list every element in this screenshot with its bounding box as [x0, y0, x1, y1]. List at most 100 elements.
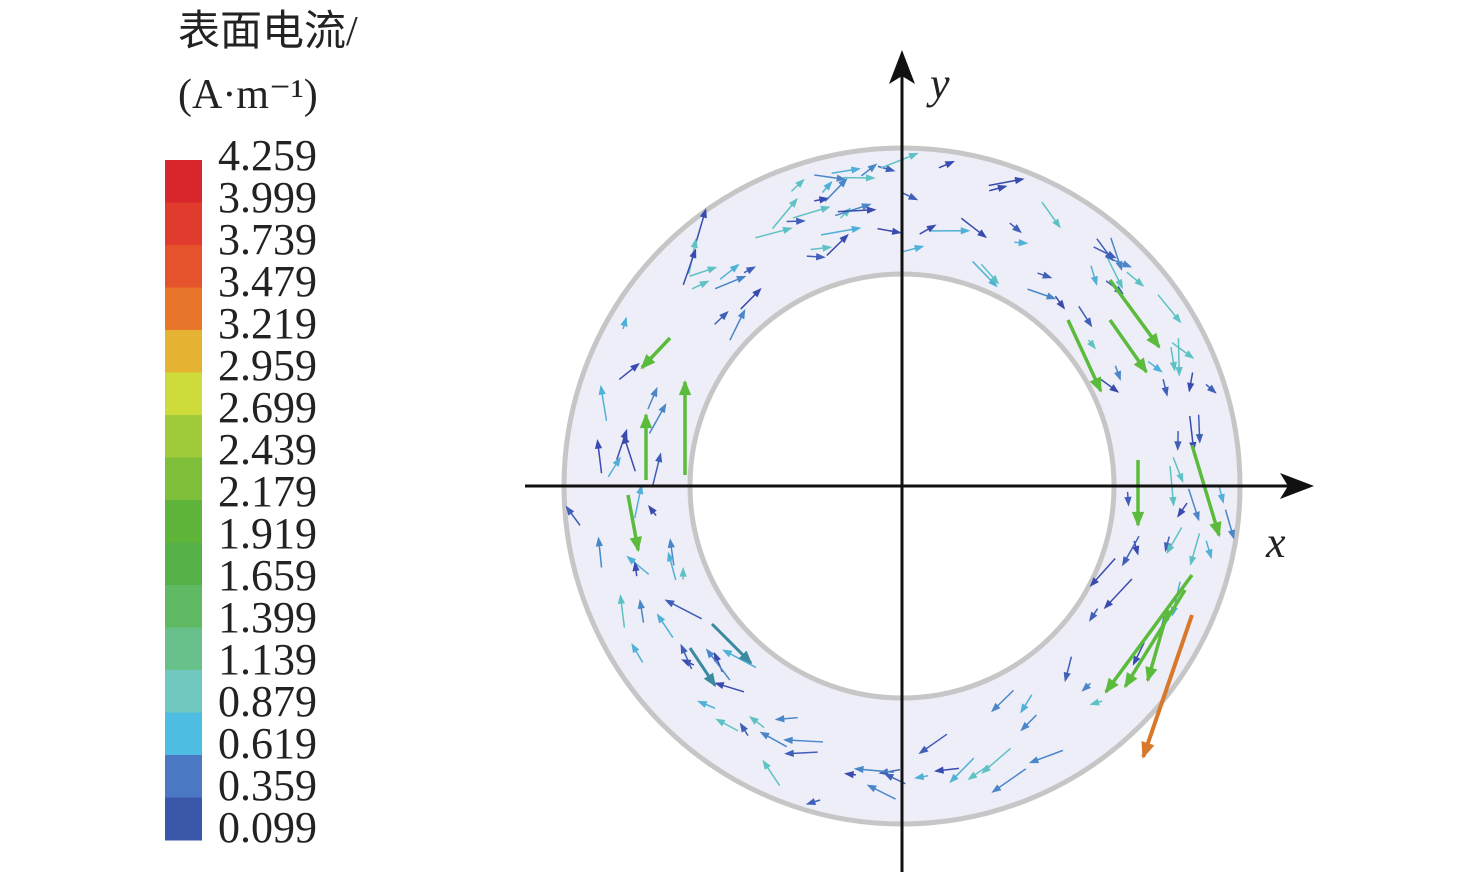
colorbar-label: 0.099: [218, 803, 317, 852]
current-arrowhead: [1087, 339, 1097, 350]
current-arrowhead: [736, 275, 747, 283]
current-arrowhead: [836, 174, 847, 182]
current-arrowhead: [891, 227, 902, 235]
current-arrowhead: [1121, 556, 1130, 567]
current-arrowhead: [1014, 176, 1025, 185]
current-arrowhead: [1177, 507, 1186, 518]
current-arrowhead: [719, 310, 729, 321]
current-arrowhead: [1141, 740, 1155, 759]
current-arrowhead: [1124, 672, 1138, 689]
current-arrowhead: [631, 643, 640, 654]
current-arrowhead: [1169, 361, 1177, 372]
current-arrow: [1123, 589, 1187, 688]
current-arrowhead: [706, 266, 718, 274]
colorbar-segment: [165, 797, 202, 841]
y-arrowhead: [889, 50, 915, 84]
current-arrowhead: [822, 244, 833, 252]
current-arrowhead: [655, 452, 663, 463]
current-arrowhead: [680, 643, 688, 655]
current-arrowhead: [865, 174, 876, 182]
colorbar-segment: [165, 160, 202, 203]
current-arrowhead: [1205, 548, 1213, 560]
current-arrowhead: [697, 700, 708, 708]
legend-unit: (A·m⁻¹): [178, 72, 318, 118]
colorbar-segment: [165, 712, 202, 756]
current-arrowhead: [990, 702, 1001, 713]
y-label: y: [926, 59, 950, 108]
current-arrowhead: [839, 233, 849, 244]
current-arrowhead: [914, 244, 925, 253]
current-arrowhead: [737, 308, 746, 320]
colorbar-label: 3.999: [218, 173, 317, 222]
current-arrowhead: [1081, 682, 1091, 692]
colorbar-segment: [165, 372, 202, 416]
current-arrowhead: [1166, 543, 1175, 555]
current-arrowhead: [1042, 271, 1053, 279]
current-arrowhead: [738, 650, 753, 665]
current-arrowhead: [1169, 496, 1177, 507]
current-arrowhead: [960, 227, 971, 235]
current-arrowhead: [981, 764, 991, 774]
current-arrowhead: [1089, 611, 1098, 622]
current-arrowhead: [990, 274, 1000, 285]
current-arrowhead: [1145, 666, 1158, 683]
current-arrowhead: [967, 771, 978, 781]
current-arrowhead: [1045, 292, 1057, 300]
current-arrowhead: [1063, 671, 1071, 683]
current-arrowhead: [866, 784, 877, 793]
current-arrowhead: [715, 718, 726, 727]
current-arrowhead: [1089, 698, 1100, 706]
current-arrowhead: [867, 163, 878, 173]
current-arrowhead: [861, 203, 872, 211]
current-arrowhead: [1176, 472, 1184, 484]
current-arrowhead: [1152, 363, 1163, 373]
current-arrowhead: [805, 798, 817, 806]
colorbar-label: 3.739: [218, 215, 317, 264]
current-arrowhead: [630, 362, 640, 372]
current-arrowhead: [1020, 703, 1029, 714]
current-arrowhead: [1104, 677, 1119, 694]
current-arrowhead: [977, 229, 988, 239]
current-arrowhead: [639, 413, 653, 429]
current-arrowhead: [689, 248, 697, 259]
current-arrowhead: [1132, 545, 1140, 556]
current-arrowhead: [664, 599, 675, 608]
current-arrowhead: [703, 672, 717, 688]
current-arrowhead: [850, 166, 861, 174]
colorbar-label: 3.479: [218, 257, 317, 306]
current-arrowhead: [699, 208, 707, 219]
current-arrowhead: [679, 566, 687, 577]
current-arrowhead: [774, 715, 785, 723]
current-arrowhead: [594, 439, 603, 450]
current-arrowhead: [914, 773, 925, 781]
colorbar-label: 0.359: [218, 761, 317, 810]
current-arrowhead: [759, 731, 770, 740]
current-arrowhead: [699, 280, 710, 289]
current-arrowhead: [650, 386, 658, 398]
current-arrowhead: [762, 759, 771, 770]
current-arrowhead: [714, 682, 725, 690]
colorbar-label: 2.179: [218, 467, 317, 516]
current-arrowhead: [988, 277, 998, 288]
current-arrowhead: [795, 178, 805, 189]
current-arrowhead: [667, 538, 675, 549]
current-arrowhead: [820, 205, 831, 213]
current-arrowhead: [788, 197, 798, 208]
current-arrowhead: [933, 766, 944, 774]
current-arrowhead: [1020, 721, 1030, 732]
colorbar-segment: [165, 585, 202, 628]
current-arrowhead: [629, 536, 642, 553]
current-arrowhead: [617, 594, 626, 605]
current-arrowhead: [632, 561, 640, 572]
colorbar-segment: [165, 245, 202, 288]
colorbar-segment: [165, 500, 202, 543]
current-arrowhead: [997, 184, 1008, 192]
current-arrowhead: [1083, 317, 1093, 328]
current-arrowhead: [949, 773, 959, 784]
current-arrowhead: [1187, 382, 1195, 393]
current-arrowhead: [843, 771, 855, 779]
current-arrowhead: [818, 196, 830, 204]
current-arrowhead: [1192, 511, 1200, 522]
current-arrowhead: [1124, 496, 1132, 507]
